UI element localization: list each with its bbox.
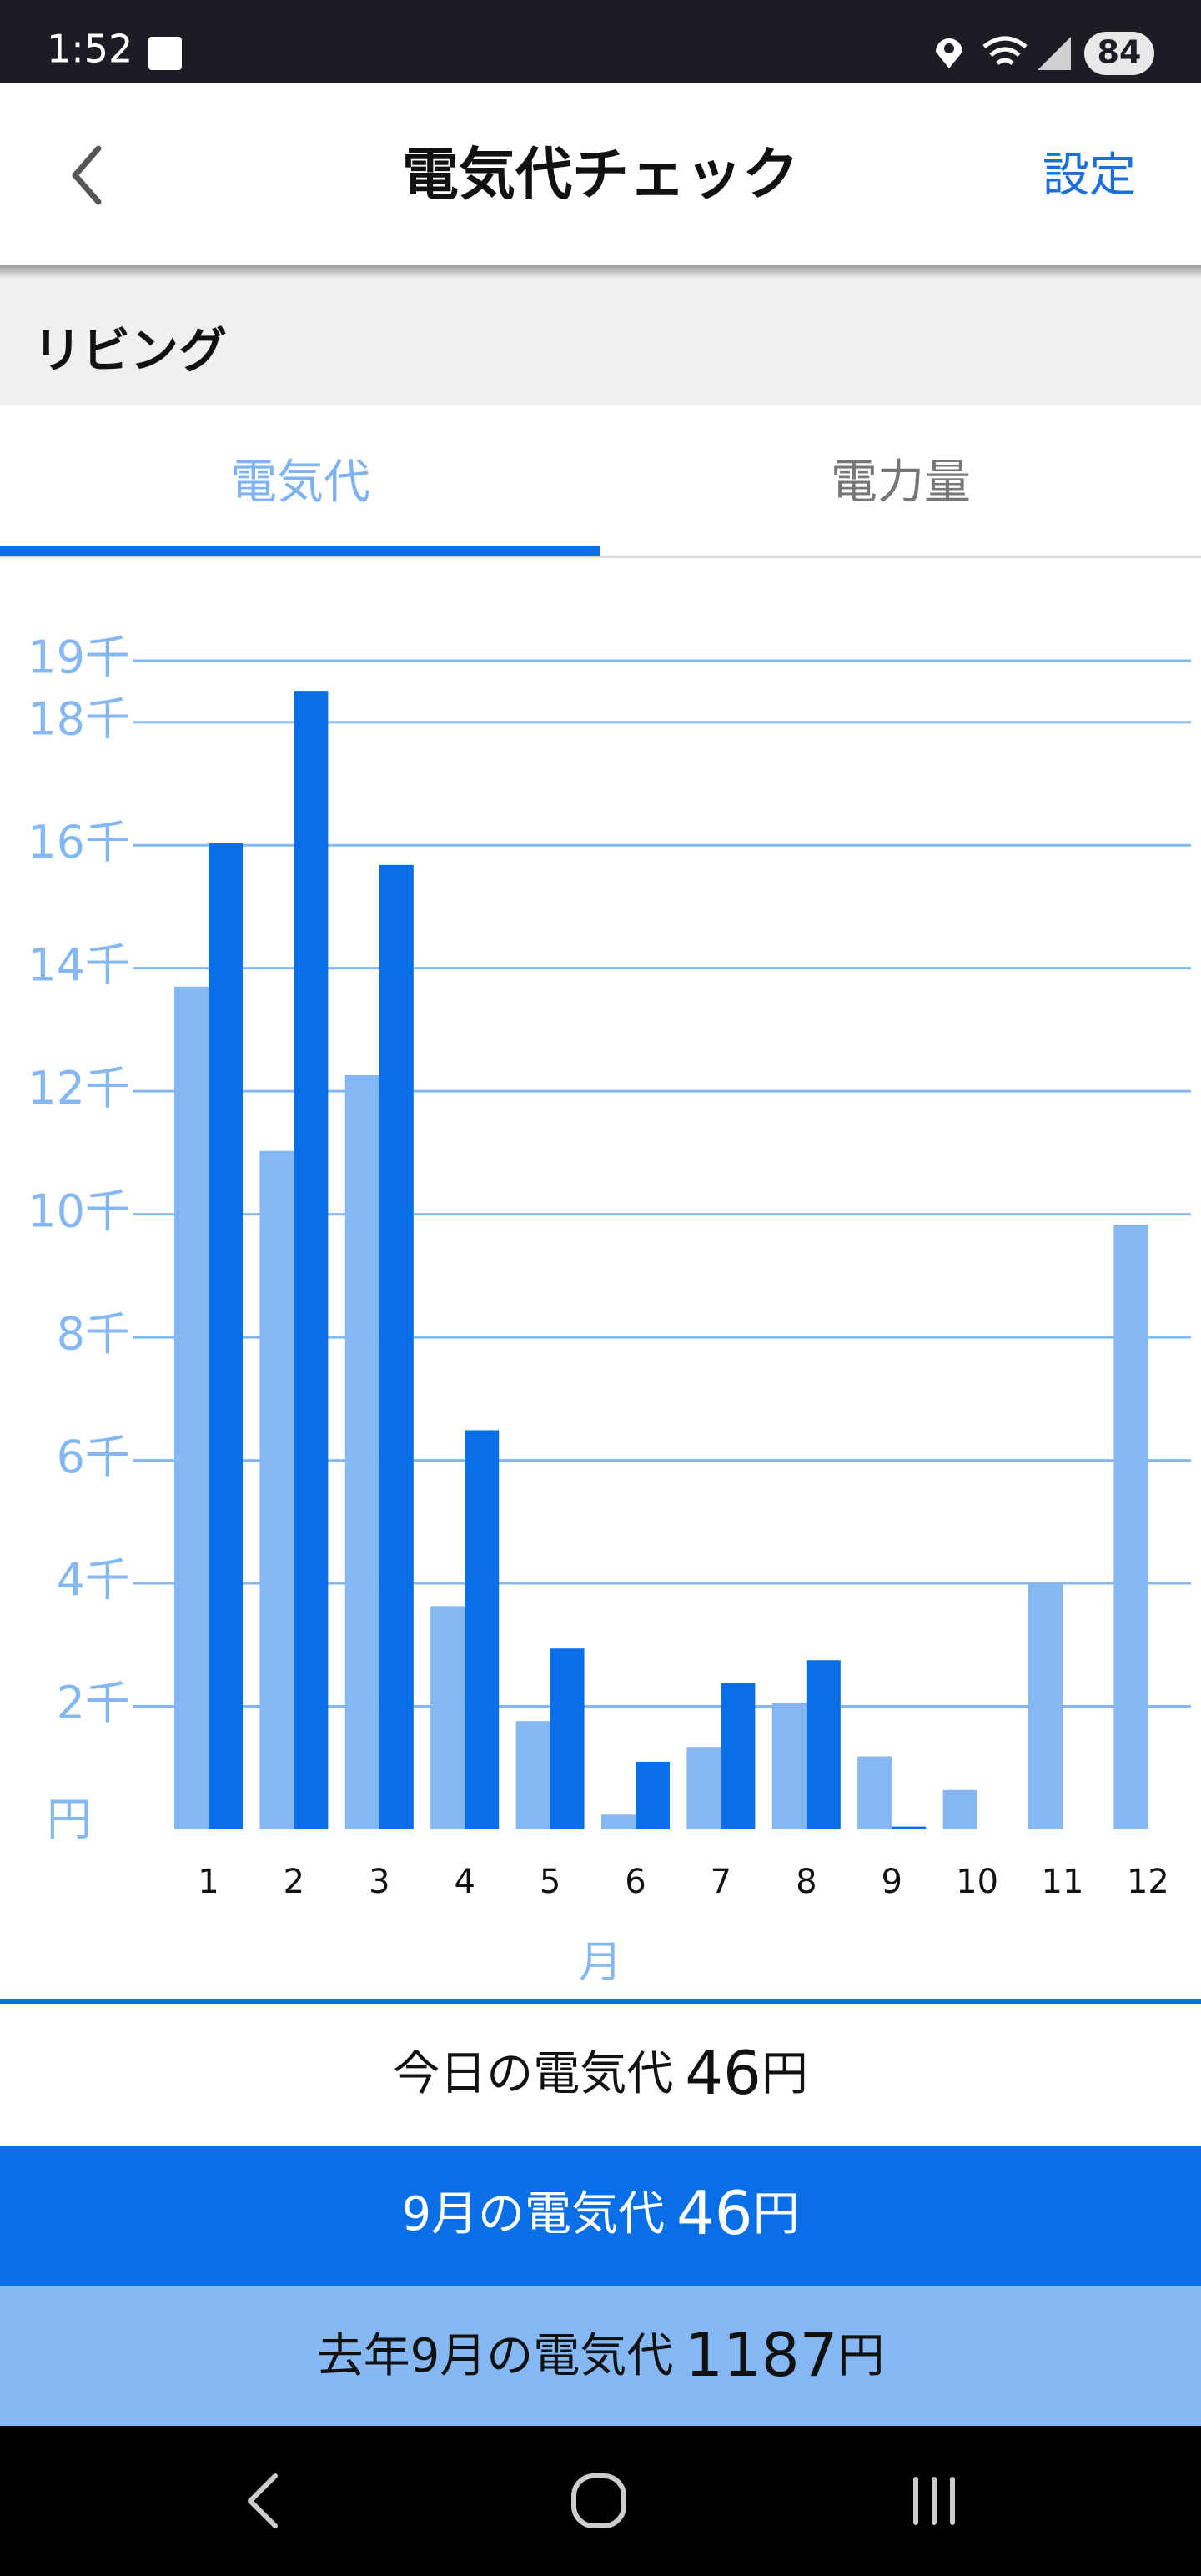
x-tick-label: 6 [625, 1863, 646, 1901]
x-tick-label: 10 [956, 1863, 998, 1901]
bar [601, 1814, 636, 1829]
y-tick-label: 6千 [57, 1431, 130, 1483]
y-tick-label: 18千 [28, 692, 130, 745]
summary-divider [0, 1999, 1201, 2004]
x-tick-label: 4 [454, 1863, 475, 1901]
y-tick-label: 19千 [28, 631, 130, 684]
y-tick-label: 16千 [28, 816, 130, 868]
bar [1113, 1225, 1148, 1829]
back-button[interactable] [72, 145, 102, 205]
nav-home[interactable] [571, 2473, 626, 2528]
bar [1028, 1584, 1063, 1829]
status-time: 1:52 [47, 27, 133, 72]
bar [465, 1430, 500, 1829]
tab[interactable]: 電力量 [831, 455, 971, 510]
app-header [0, 83, 1201, 265]
wifi-icon [982, 36, 1028, 65]
bar [430, 1606, 465, 1829]
x-tick-label: 1 [198, 1863, 219, 1901]
summary-label: 去年9月の電気代 [317, 2329, 674, 2383]
bar [686, 1747, 721, 1829]
bar [174, 986, 209, 1829]
x-tick-label: 2 [284, 1863, 304, 1901]
y-tick-label: 2千 [57, 1677, 130, 1729]
x-axis-label: 月 [579, 1938, 622, 1988]
summary-unit: 円 [837, 2329, 884, 2383]
summary-row [0, 2004, 1201, 2146]
bar [857, 1756, 892, 1829]
summary-row [0, 2146, 1201, 2286]
bar [892, 1826, 927, 1829]
summary-amount: 46 [676, 2178, 753, 2248]
summary-amount: 46 [685, 2038, 761, 2108]
tab-indicator [0, 546, 600, 556]
summary-label: 今日の電気代 [393, 2047, 673, 2101]
bar [806, 1660, 841, 1829]
nav-back[interactable] [248, 2473, 278, 2528]
location-icon-dot [944, 43, 954, 53]
x-tick-label: 5 [540, 1863, 560, 1901]
summary-amount: 1187 [685, 2320, 837, 2390]
status-bar [0, 0, 1201, 83]
bar [550, 1648, 585, 1829]
y-tick-label: 10千 [28, 1185, 130, 1237]
settings-button[interactable]: 設定 [1043, 148, 1136, 203]
header-title: 電気代チェック [402, 143, 799, 209]
y-axis-label: 円 [47, 1794, 92, 1846]
bar [721, 1683, 756, 1829]
bar [942, 1789, 977, 1829]
x-tick-label: 3 [369, 1863, 389, 1901]
bar [344, 1074, 379, 1829]
y-tick-label: 4千 [57, 1554, 130, 1607]
x-tick-label: 11 [1042, 1863, 1084, 1901]
summary-text: 9月の電気代 46円 [401, 2178, 799, 2248]
bar [294, 691, 329, 1829]
nav-bar [0, 2426, 1201, 2576]
x-tick-label: 8 [796, 1863, 817, 1901]
y-tick-label: 12千 [28, 1062, 130, 1114]
bar [379, 864, 414, 1829]
bar [259, 1150, 294, 1829]
header-shadow [0, 265, 1201, 279]
x-tick-label: 7 [711, 1863, 731, 1901]
summary-text: 去年9月の電気代 1187円 [317, 2320, 885, 2390]
tab-active[interactable]: 電気代 [230, 455, 370, 510]
bar [771, 1703, 807, 1829]
status-icon [148, 37, 182, 70]
nav-recents[interactable] [913, 2477, 955, 2525]
section-header [0, 265, 1201, 405]
x-tick-label: 9 [881, 1863, 902, 1901]
battery [1084, 32, 1154, 75]
summary-unit: 円 [753, 2187, 800, 2241]
section-title: リビング [33, 322, 227, 379]
signal-icon [1038, 37, 1071, 70]
summary-text: 今日の電気代 46円 [393, 2038, 808, 2108]
x-tick-label: 12 [1127, 1863, 1169, 1901]
summary-label: 9月の電気代 [401, 2187, 665, 2241]
bar [636, 1761, 670, 1829]
summary-unit: 円 [761, 2047, 808, 2101]
summary-row [0, 2286, 1201, 2426]
bar [515, 1721, 550, 1829]
y-tick-label: 14千 [28, 938, 130, 991]
bar [209, 843, 243, 1829]
y-tick-label: 8千 [57, 1308, 130, 1361]
battery-level: 84 [1098, 34, 1142, 71]
tab-divider [0, 556, 1201, 558]
